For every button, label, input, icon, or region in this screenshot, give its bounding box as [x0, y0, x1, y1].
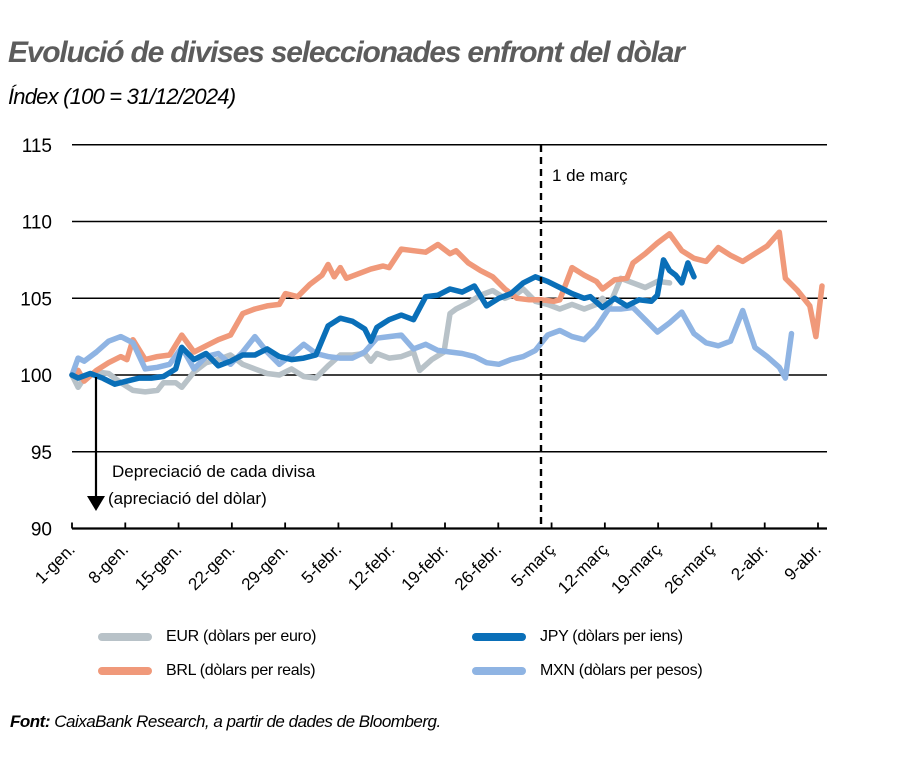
source-prefix: Font: [10, 712, 50, 731]
y-tick-label: 105 [20, 289, 52, 310]
gridlines [72, 143, 827, 453]
legend: EUR (dòlars per euro) JPY (dòlars per ie… [0, 622, 900, 692]
y-tick-label: 95 [31, 443, 52, 464]
y-tick-label: 100 [20, 366, 52, 387]
legend-swatch-brl [98, 667, 152, 675]
y-tick-label: 110 [22, 213, 52, 234]
legend-label-brl: BRL (dòlars per reals) [166, 662, 316, 679]
legend-label-mxn: MXN (dòlars per pesos) [540, 662, 703, 679]
chart-subtitle: Índex (100 = 31/12/2024) [8, 84, 236, 109]
x-tick-label: 1-gen. [31, 540, 79, 588]
legend-item-mxn: MXN (dòlars per pesos) [472, 662, 703, 680]
x-tick-label: 19-febr. [398, 540, 452, 594]
series-line-jpy [69, 257, 697, 387]
arrow-label-line2: (apreciació del dòlar) [108, 489, 267, 508]
x-tick-label: 8-gen. [85, 540, 133, 588]
x-tick-label: 26-març [661, 540, 719, 598]
series-line-eur [69, 275, 673, 395]
chart-title: Evolució de divises seleccionades enfron… [8, 36, 685, 69]
legend-swatch-eur [98, 633, 152, 641]
source-text: CaixaBank Research, a partir de dades de… [49, 712, 441, 731]
x-tick-label: 2-abr. [727, 540, 771, 584]
y-axis-ticks: 90 95 100 105 110 115 [20, 136, 52, 541]
legend-swatch-jpy [472, 633, 526, 641]
x-tick-label: 29-gen. [238, 540, 292, 594]
legend-swatch-mxn [472, 667, 526, 675]
x-tick-label: 12-febr. [344, 540, 398, 594]
legend-item-eur: EUR (dòlars per euro) [98, 628, 317, 646]
x-tick-label: 5-febr. [298, 540, 346, 588]
x-tick-label: 12-març [554, 540, 612, 598]
x-axis: 1-gen. 8-gen. 15-gen. 22-gen. 29-gen. 5-febr.… [31, 522, 827, 598]
x-tick-label: 5-març [508, 540, 559, 591]
x-tick-label: 19-març [607, 540, 665, 598]
legend-item-brl: BRL (dòlars per reals) [98, 662, 316, 680]
vertical-reference-line: 1 de març [539, 145, 628, 529]
arrow-down-icon [87, 496, 105, 511]
y-tick-label: 90 [31, 520, 52, 541]
legend-item-jpy: JPY (dòlars per iens) [472, 628, 683, 646]
vline-label: 1 de març [552, 166, 628, 185]
line-chart: 90 95 100 105 110 115 1-gen. 8-gen. 15-gen. 22-g… [20, 136, 827, 598]
legend-label-eur: EUR (dòlars per euro) [166, 628, 317, 645]
x-tick-label: 26-febr. [451, 540, 505, 594]
x-tick-label: 22-gen. [184, 540, 238, 594]
legend-label-jpy: JPY (dòlars per iens) [540, 628, 683, 645]
depreciation-arrow: Depreciació de cada divisa (apreciació de… [87, 377, 316, 511]
x-tick-label: 15-gen. [131, 540, 185, 594]
arrow-label-line1: Depreciació de cada divisa [112, 462, 316, 481]
x-tick-label: 9-abr. [781, 540, 825, 584]
source-note: Font: CaixaBank Research, a partir de da… [10, 712, 441, 732]
series-line-brl [69, 229, 825, 384]
y-tick-label: 115 [22, 136, 52, 157]
series-lines [69, 229, 825, 395]
